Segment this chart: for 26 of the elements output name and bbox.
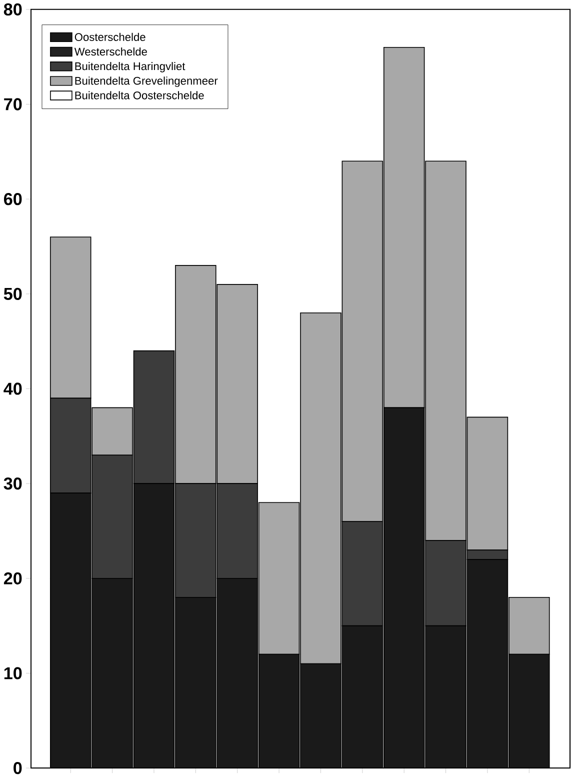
bar <box>134 483 175 768</box>
legend-label: Westerschelde <box>74 47 148 56</box>
bar <box>342 625 384 768</box>
bar <box>384 407 425 768</box>
y-tick-label: 40 <box>4 382 22 395</box>
y-tick-label: 30 <box>4 477 22 490</box>
legend-label: Buitendelta Haringvliet <box>76 62 186 72</box>
y-tick-label: 20 <box>4 572 22 584</box>
y-tick-label: 50 <box>4 288 22 300</box>
bar <box>258 654 300 768</box>
y-tick-label: 0 <box>14 762 22 774</box>
bar <box>92 578 134 768</box>
legend-label: Buitendelta Grevelingenmeer <box>76 76 218 87</box>
bar <box>216 578 258 768</box>
bar <box>50 492 92 768</box>
bar <box>508 654 550 768</box>
y-tick-label: 70 <box>4 98 22 110</box>
y-tick-label: 80 <box>4 3 22 16</box>
bar <box>467 559 508 768</box>
bar <box>175 596 217 768</box>
bar <box>425 625 467 768</box>
legend-label: Buitendelta Oosterschelde <box>76 91 204 100</box>
bar <box>300 663 342 768</box>
y-tick-label: 60 <box>4 193 22 206</box>
y-tick-label: 10 <box>4 667 22 680</box>
legend-label: Oosterschelde <box>75 32 146 41</box>
